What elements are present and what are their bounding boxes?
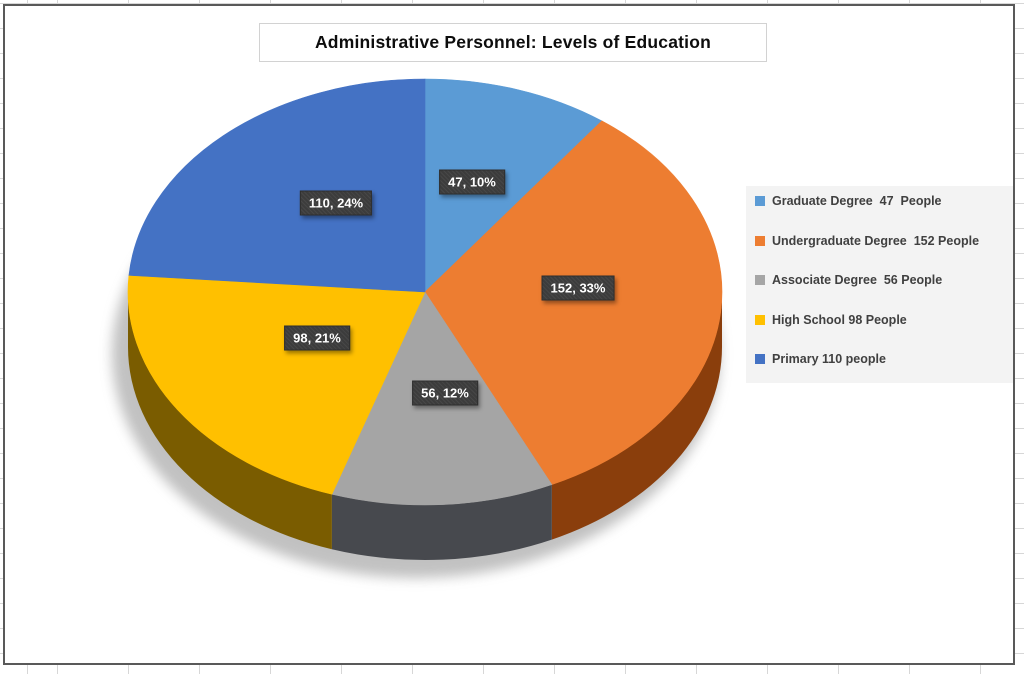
data-label-primary[interactable]: 110, 24% [299, 190, 373, 216]
legend-label-graduate-degree: Graduate Degree 47 People [772, 194, 942, 208]
legend-label-associate-degree: Associate Degree 56 People [772, 273, 943, 287]
pie-slice-primary[interactable] [128, 78, 426, 293]
legend-item-associate-degree[interactable]: Associate Degree 56 People [755, 273, 1007, 287]
pie-slice-undergraduate-degree[interactable] [424, 120, 723, 485]
legend-swatch-graduate-degree-icon [755, 196, 765, 206]
chart-title: Administrative Personnel: Levels of Educ… [314, 32, 712, 52]
pie-slice-side-high-school [128, 292, 332, 550]
legend-label-undergraduate-degree: Undergraduate Degree 152 People [772, 233, 980, 248]
chart-legend[interactable]: Graduate Degree 47 People Undergraduate … [746, 186, 1013, 383]
data-label-graduate-degree[interactable]: 47, 10% [439, 169, 505, 195]
legend-label-primary: Primary 110 people [772, 352, 886, 366]
pie-slice-graduate-degree[interactable] [424, 78, 603, 293]
legend-swatch-high-school-icon [755, 314, 765, 325]
legend-swatch-undergraduate-degree-icon [755, 235, 765, 246]
data-label-high-school[interactable]: 98, 21% [284, 325, 350, 351]
pie-slice-side-undergraduate-degree [551, 292, 722, 540]
legend-label-high-school: High School 98 People [772, 312, 907, 327]
legend-swatch-associate-degree-icon [755, 275, 765, 285]
chart-title-box[interactable]: Administrative Personnel: Levels of Educ… [259, 23, 767, 62]
legend-item-primary[interactable]: Primary 110 people [755, 352, 1007, 366]
pie-slice-high-school[interactable] [127, 275, 426, 495]
legend-item-undergraduate-degree[interactable]: Undergraduate Degree 152 People [755, 234, 1007, 248]
data-label-undergraduate-degree[interactable]: 152, 33% [541, 275, 615, 301]
legend-item-high-school[interactable]: High School 98 People [755, 313, 1007, 327]
legend-swatch-primary-icon [755, 354, 765, 364]
legend-item-graduate-degree[interactable]: Graduate Degree 47 People [755, 194, 1007, 208]
data-label-associate-degree[interactable]: 56, 12% [412, 380, 478, 406]
